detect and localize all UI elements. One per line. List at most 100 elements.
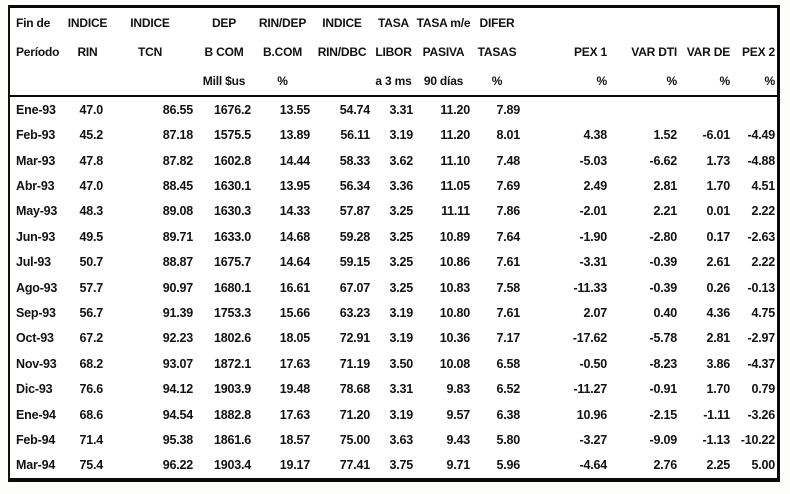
table-cell-indice-rin: 67.2	[79, 331, 103, 346]
table-cell-dep-b-com: 1633.0	[213, 229, 251, 244]
table-cell-indice-rin: 71.4	[79, 432, 103, 447]
table-cell-tasa-libor: 3.19	[389, 128, 413, 143]
header-cell-rin-dep-b-com: %	[277, 73, 288, 88]
table-cell-pex-1: 2.07	[583, 305, 607, 320]
table-cell-var-de: 1.73	[706, 153, 730, 168]
table-cell-dep-b-com: 1575.5	[213, 128, 251, 143]
header-cell-indice-rin: INDICE	[67, 15, 108, 30]
table-cell-var-dti: -0.39	[649, 255, 678, 270]
table-cell-pex-2: -10.22	[740, 432, 775, 447]
table-cell-difer-tasas: 6.38	[496, 407, 520, 422]
table-cell-dep-b-com: 1676.2	[213, 102, 251, 117]
header-cell-fin-de-periodo: Fin de	[16, 15, 51, 30]
table-cell-indice-tcn: 91.39	[162, 305, 193, 320]
table-cell-tasa-me-pasiva: 9.83	[446, 382, 470, 397]
header-cell-tasa-me-pasiva: 90 días	[423, 73, 464, 88]
row-label: Mar-94	[16, 458, 56, 473]
table-cell-rin-dep-b-com: 18.05	[279, 331, 310, 346]
table-cell-tasa-me-pasiva: 10.36	[439, 331, 470, 346]
row-label: Feb-93	[16, 128, 56, 143]
header-cell-difer-tasas: TASAS	[477, 44, 517, 59]
table-cell-indice-rin: 47.0	[79, 178, 103, 193]
table-cell-tasa-me-pasiva: 10.86	[439, 255, 470, 270]
table-cell-dep-b-com: 1872.1	[213, 356, 251, 371]
table-cell-pex-2: -4.88	[747, 153, 776, 168]
table-cell-dep-b-com: 1675.7	[213, 255, 251, 270]
table-cell-indice-rin-dbc: 63.23	[339, 305, 370, 320]
table-cell-rin-dep-b-com: 18.57	[279, 432, 310, 447]
table-cell-dep-b-com: 1903.9	[213, 382, 251, 397]
table-cell-pex-2: 0.79	[751, 382, 775, 397]
table-cell-var-dti: -2.80	[649, 229, 678, 244]
table-cell-tasa-me-pasiva: 9.43	[446, 432, 470, 447]
table-cell-var-dti: -9.09	[649, 432, 678, 447]
table-cell-indice-rin-dbc: 71.20	[339, 407, 370, 422]
table-cell-difer-tasas: 7.61	[496, 255, 520, 270]
table-cell-indice-tcn: 87.18	[162, 128, 193, 143]
table-cell-pex-1: -0.50	[579, 356, 608, 371]
table-row: May-93 48.3 89.08 1630.3 14.33 57.87 3.25 11.11…	[10, 199, 777, 224]
table-cell-indice-tcn: 87.82	[162, 153, 193, 168]
table-cell-pex-2: 5.00	[751, 458, 775, 473]
table-cell-rin-dep-b-com: 14.68	[279, 229, 310, 244]
row-label: Sep-93	[16, 305, 56, 320]
table-cell-difer-tasas: 7.89	[496, 102, 520, 117]
table-cell-var-dti: 0.40	[653, 305, 677, 320]
table-cell-indice-tcn: 93.07	[162, 356, 193, 371]
table-cell-var-dti: -2.15	[649, 407, 678, 422]
header-row: Mill $us% a 3 ms 90 días%%%%%	[10, 66, 777, 95]
table-cell-indice-rin: 47.0	[79, 102, 103, 117]
table-cell-var-dti: 1.52	[653, 128, 677, 143]
table-cell-var-de: 1.70	[706, 382, 730, 397]
table-cell-pex-2: -2.63	[747, 229, 776, 244]
header-cell-indice-rin-dbc: INDICE	[322, 15, 362, 30]
table-cell-difer-tasas: 5.96	[496, 458, 520, 473]
table-cell-pex-1: -11.27	[573, 382, 607, 397]
table-cell-tasa-me-pasiva: 11.10	[440, 153, 470, 168]
table-cell-rin-dep-b-com: 19.48	[279, 382, 310, 397]
table-cell-indice-rin: 49.5	[79, 229, 103, 244]
table-cell-pex-1: -3.31	[579, 255, 608, 270]
header-cell-var-dti: VAR DTI	[631, 44, 677, 59]
table-cell-tasa-me-pasiva: 10.08	[439, 356, 470, 371]
table-cell-indice-tcn: 88.45	[162, 178, 193, 193]
table-cell-indice-tcn: 88.87	[162, 255, 193, 270]
header-cell-tasa-me-pasiva: TASA m/e	[416, 15, 471, 30]
table-cell-indice-rin: 75.4	[79, 458, 103, 473]
table-cell-var-de: -6.01	[702, 128, 731, 143]
table-cell-var-dti: -6.62	[649, 153, 678, 168]
table-cell-pex-2: -4.49	[747, 128, 776, 143]
table-row: Jun-93 49.5 89.71 1633.0 14.68 59.28 3.25 10.89…	[10, 224, 777, 249]
header-cell-var-de: VAR DE	[686, 44, 730, 59]
header-cell-fin-de-periodo: Período	[16, 44, 60, 59]
table-cell-tasa-libor: 3.25	[389, 280, 413, 295]
table-cell-pex-1: -2.01	[579, 204, 608, 219]
table-cell-indice-rin: 68.6	[79, 407, 103, 422]
header-cell-pex-2: PEX 2	[741, 44, 775, 59]
table-cell-var-dti: 2.81	[653, 178, 677, 193]
header-cell-tasa-libor: a 3 ms	[375, 73, 412, 88]
table-cell-tasa-libor: 3.31	[389, 102, 413, 117]
header-cell-indice-rin-dbc: RIN/DBC	[317, 44, 367, 59]
table-cell-tasa-libor: 3.75	[389, 458, 413, 473]
table-cell-indice-tcn: 94.54	[162, 407, 193, 422]
table-cell-indice-tcn: 89.71	[162, 229, 193, 244]
table-cell-tasa-libor: 3.19	[389, 331, 413, 346]
header-cell-dep-b-com: DEP	[211, 15, 237, 30]
table-cell-indice-rin-dbc: 56.34	[339, 178, 370, 193]
header-cell-rin-dep-b-com: RIN/DEP	[258, 15, 307, 30]
header-cell-tasa-libor: TASA	[378, 15, 409, 30]
header-row: Fin de INDICE INDICE DEP RIN/DEP INDICE TASA TA…	[10, 8, 777, 37]
table-cell-rin-dep-b-com: 13.95	[279, 178, 310, 193]
table-cell-tasa-libor: 3.31	[389, 382, 413, 397]
table-row: Mar-93 47.8 87.82 1602.8 14.44 58.33 3.62 11.10…	[10, 148, 777, 173]
header-cell-pex-1: PEX 1	[573, 44, 607, 59]
table-cell-difer-tasas: 7.69	[496, 178, 520, 193]
table-cell-pex-1: -1.90	[579, 229, 608, 244]
table-row: Oct-93 67.2 92.23 1802.6 18.05 72.91 3.19 10.36…	[10, 326, 777, 351]
table-cell-tasa-libor: 3.63	[389, 432, 413, 447]
table-cell-tasa-me-pasiva: 11.20	[440, 128, 470, 143]
table-row: Feb-93 45.2 87.18 1575.5 13.89 56.11 3.19 11.20…	[10, 122, 777, 147]
table-cell-tasa-libor: 3.25	[389, 255, 413, 270]
